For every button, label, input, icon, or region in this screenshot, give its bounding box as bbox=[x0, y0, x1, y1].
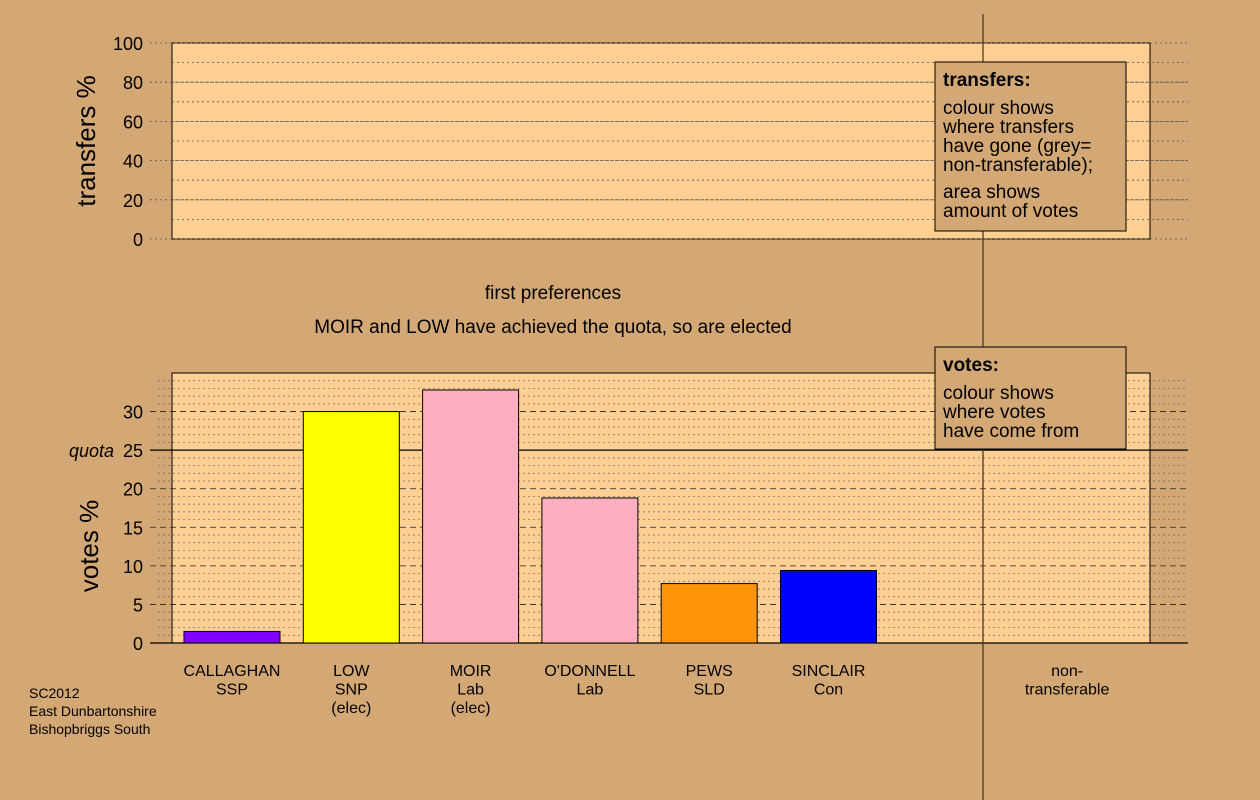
quota-label: quota bbox=[69, 441, 114, 461]
candidate-label: O'DONNELL bbox=[544, 663, 635, 680]
candidate-label: Lab bbox=[457, 682, 484, 699]
candidate-label: MOIR bbox=[450, 663, 492, 680]
votes-tick-label: 10 bbox=[123, 557, 143, 577]
vote-bar bbox=[541, 497, 639, 644]
transfers-legend-title: transfers: bbox=[943, 70, 1031, 91]
votes-legend-line: colour shows bbox=[943, 383, 1054, 404]
footer-line: East Dunbartonshire bbox=[29, 703, 157, 719]
votes-tick-label: 0 bbox=[133, 634, 143, 654]
transfers-tick-label: 100 bbox=[113, 34, 143, 54]
votes-tick-label: 15 bbox=[123, 518, 143, 538]
footer-line: SC2012 bbox=[29, 685, 80, 701]
votes-tick-label: 20 bbox=[123, 480, 143, 500]
transfers-legend-line: colour shows bbox=[943, 98, 1054, 119]
candidate-label: SINCLAIR bbox=[792, 663, 866, 680]
elected-note: MOIR and LOW have achieved the quota, so… bbox=[314, 317, 791, 338]
candidate-label: PEWS bbox=[686, 663, 733, 680]
vote-bar bbox=[422, 389, 520, 644]
transfers-tick-label: 0 bbox=[133, 230, 143, 250]
transfers-axis-title: transfers % bbox=[71, 75, 101, 207]
transfers-legend-line: have gone (grey= bbox=[943, 136, 1091, 157]
stage-caption: first preferences bbox=[485, 283, 621, 304]
stage-captions: first preferences MOIR and LOW have achi… bbox=[314, 283, 791, 338]
votes-axis-title: votes % bbox=[74, 500, 104, 593]
transfers-legend-box bbox=[934, 61, 1127, 232]
candidate-label: SNP bbox=[335, 682, 368, 699]
votes-tick-label: 5 bbox=[133, 595, 143, 615]
candidate-label: transferable bbox=[1025, 682, 1110, 699]
vote-bar bbox=[660, 583, 758, 644]
transfers-tick-label: 60 bbox=[123, 112, 143, 132]
transfers-legend-line: area shows bbox=[943, 182, 1040, 203]
footer-line: Bishopbriggs South bbox=[29, 721, 150, 737]
votes-legend-box bbox=[934, 346, 1127, 450]
vote-bar bbox=[780, 569, 877, 644]
footer-text: SC2012 East Dunbartonshire Bishopbriggs So… bbox=[29, 685, 157, 737]
candidate-label: SSP bbox=[216, 682, 248, 699]
votes-legend-line: where votes bbox=[942, 402, 1045, 423]
transfers-legend-line: non-transferable); bbox=[943, 155, 1093, 176]
candidate-label: Lab bbox=[577, 682, 604, 699]
candidate-label: SLD bbox=[694, 682, 725, 699]
votes-tick-label: 30 bbox=[123, 403, 143, 423]
transfers-legend-line: where transfers bbox=[942, 117, 1074, 138]
votes-legend-line: have come from bbox=[943, 421, 1079, 442]
vote-bar bbox=[302, 411, 400, 644]
votes-tick-label: 25 bbox=[123, 441, 143, 461]
votes-legend-title: votes: bbox=[943, 355, 999, 376]
candidate-label: CALLAGHAN bbox=[184, 663, 281, 680]
candidate-label: (elec) bbox=[331, 700, 371, 717]
transfers-legend-line: amount of votes bbox=[943, 201, 1078, 222]
candidate-label: Con bbox=[814, 682, 843, 699]
vote-bar bbox=[183, 630, 281, 644]
transfers-tick-label: 80 bbox=[123, 73, 143, 93]
candidate-label: non- bbox=[1051, 663, 1083, 680]
candidate-label: (elec) bbox=[451, 700, 491, 717]
transfers-tick-label: 20 bbox=[123, 191, 143, 211]
transfers-tick-label: 40 bbox=[123, 152, 143, 172]
candidate-label: LOW bbox=[333, 663, 370, 680]
